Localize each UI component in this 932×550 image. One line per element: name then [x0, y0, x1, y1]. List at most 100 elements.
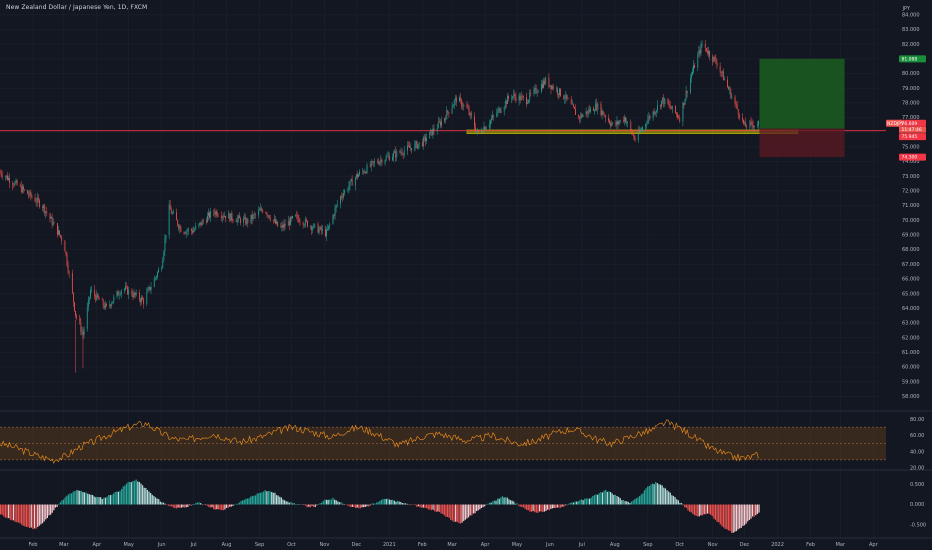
macd-bar	[143, 487, 145, 505]
macd-bar	[246, 498, 249, 505]
macd-bar	[375, 502, 378, 505]
macd-bar	[72, 491, 74, 505]
macd-bar	[448, 504, 450, 518]
candle-body	[421, 142, 423, 147]
macd-bar	[288, 502, 291, 505]
macd-bar	[751, 504, 754, 517]
candle-body	[30, 191, 32, 197]
candle-body	[35, 201, 37, 203]
candle-body	[250, 214, 252, 223]
macd-bar	[1, 504, 3, 515]
candle-body	[700, 44, 702, 54]
macd-bar	[387, 498, 389, 505]
rsi-tick-label: 60.00	[910, 433, 924, 439]
candle-body	[677, 114, 679, 118]
time-tick-label: Aug	[222, 542, 232, 548]
macd-bar	[393, 500, 395, 505]
macd-bar	[450, 504, 452, 521]
candle-body	[205, 221, 207, 223]
candle-body	[246, 219, 248, 224]
candle-body	[29, 191, 31, 196]
macd-bar	[710, 504, 712, 515]
macd-bar	[337, 501, 339, 505]
candle-body	[615, 122, 617, 126]
macd-bar	[200, 503, 202, 505]
candle-body	[447, 110, 449, 113]
candle-body	[342, 197, 343, 198]
candle-body	[575, 108, 576, 115]
candle-body	[162, 260, 164, 269]
macd-bar	[27, 504, 29, 528]
candle-body	[165, 235, 167, 239]
candle-body	[558, 93, 559, 95]
candle-body	[155, 276, 157, 278]
candle-body	[735, 103, 737, 105]
candle-body	[655, 110, 657, 113]
candle-body	[369, 164, 371, 167]
candle-body	[110, 304, 112, 307]
macd-bar	[592, 495, 594, 505]
time-tick-label: Dec	[740, 542, 750, 548]
candle-body	[653, 111, 655, 115]
price-tick-label: 71.000	[902, 203, 920, 209]
candle-body	[588, 109, 590, 112]
candle-body	[581, 114, 583, 117]
candle-body	[478, 130, 480, 132]
candle-body	[37, 197, 39, 201]
candle-body	[185, 231, 187, 234]
time-tick-label: Aug	[610, 542, 620, 548]
candle-body	[663, 97, 665, 105]
macd-bar	[109, 495, 111, 505]
candle-body	[737, 109, 739, 115]
candle-body	[76, 315, 78, 318]
macd-bar	[458, 504, 460, 524]
candle-body	[304, 219, 306, 226]
macd-bar	[161, 502, 163, 505]
macd-bar	[259, 492, 262, 505]
macd-bar	[579, 499, 581, 505]
price-tag-text-stop: 75.945	[902, 134, 918, 140]
macd-bar	[256, 493, 258, 505]
candle-body	[161, 268, 163, 270]
macd-bar	[522, 504, 525, 508]
candle-body	[559, 88, 560, 95]
currency-label[interactable]: JPY	[902, 6, 910, 12]
candle-body	[736, 104, 738, 110]
macd-bar	[221, 504, 223, 511]
candle-body	[395, 151, 397, 158]
candle-body	[402, 154, 404, 155]
candle-body	[535, 87, 537, 93]
macd-bar	[66, 495, 68, 505]
candle-body	[410, 147, 412, 149]
macd-bar	[121, 488, 123, 505]
candle-body	[220, 216, 222, 218]
candle-body	[147, 289, 149, 293]
macd-bar	[724, 504, 726, 529]
macd-bar	[0, 504, 2, 515]
time-tick-label: Feb	[29, 542, 38, 548]
candle-body	[378, 162, 380, 164]
drawing-layer[interactable]	[0, 58, 886, 158]
time-tick-label: 2021	[383, 542, 396, 548]
time-tick-label: Nov	[708, 542, 718, 548]
macd-bar	[472, 504, 475, 514]
price-tick-label: 84.000	[902, 13, 920, 19]
candle-body	[467, 107, 469, 109]
macd-bar	[414, 504, 416, 506]
candle-body	[335, 205, 337, 209]
rsi-tick-label: 40.00	[910, 449, 924, 455]
macd-bar	[650, 484, 652, 505]
macd-bar	[253, 495, 255, 505]
countdown-tag	[899, 126, 926, 133]
candle-body	[20, 185, 22, 193]
macd-bar	[438, 504, 441, 513]
candle-body	[639, 130, 641, 132]
macd-bar	[666, 490, 668, 505]
candle-body	[496, 113, 498, 116]
candle-body	[557, 88, 558, 94]
macd-bar	[146, 489, 149, 505]
macd-bar	[292, 503, 294, 505]
candle-body	[585, 111, 587, 115]
candle-body	[503, 106, 505, 112]
candle-body	[552, 86, 554, 90]
